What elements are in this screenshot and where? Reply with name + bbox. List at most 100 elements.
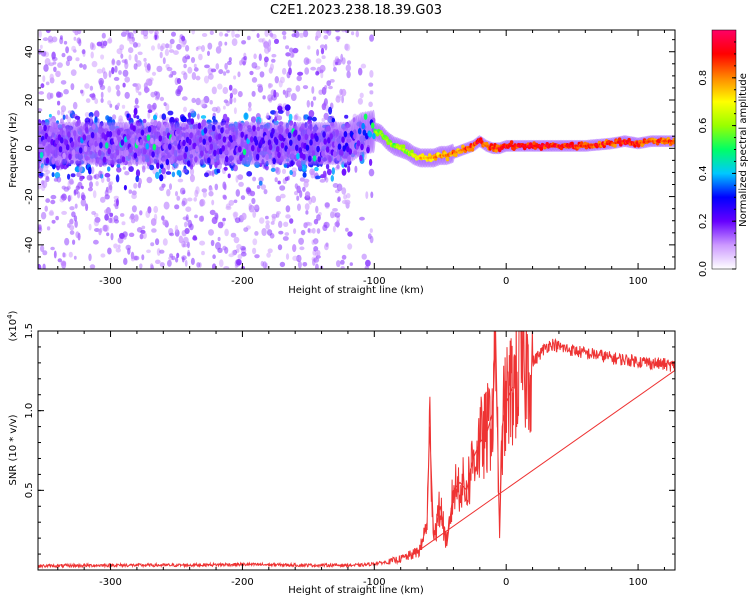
spectrogram-cell <box>90 51 94 59</box>
spectrogram-cell <box>204 172 209 178</box>
snr-scale-open: (x10 <box>8 319 19 342</box>
spectrogram-cell <box>45 30 51 34</box>
y-tick-label: 0.5 <box>24 482 35 498</box>
spectrogram-cell <box>304 203 310 211</box>
spectrogram-cell <box>91 211 96 215</box>
spectrogram-cell <box>275 195 282 202</box>
spectrogram-cell <box>161 167 166 175</box>
spectrogram-cell <box>252 125 256 132</box>
spectrogram-cell <box>132 42 138 48</box>
spectrogram-cell <box>74 203 78 209</box>
x-tick-label: -300 <box>99 577 122 588</box>
spectrogram-cell <box>189 163 194 170</box>
snr-x-ticks: -300 -200 -100 0 100 <box>57 331 665 588</box>
spectrogram-cell <box>145 143 149 150</box>
spectrogram-cell <box>205 144 210 151</box>
spectrogram-cell <box>280 142 285 149</box>
spectrogram-cell <box>288 67 292 76</box>
spectrogram-cell <box>89 181 93 189</box>
spectrogram-cell <box>143 148 147 155</box>
spectrogram-cell <box>169 183 172 191</box>
spectrogram-cell <box>68 153 72 160</box>
spectrogram-cell <box>96 137 101 144</box>
snr-y-ticks: 0.5 1.0 1.5 <box>24 323 675 555</box>
spectrogram-cell <box>237 254 243 260</box>
spectrogram-cell <box>149 164 155 171</box>
spectrogram-cell <box>323 138 328 145</box>
spectrogram-cell <box>195 46 199 52</box>
spectrogram-cell <box>65 46 69 54</box>
spectrogram-cell <box>262 261 267 269</box>
spectrogram-cell <box>94 228 100 232</box>
spectrogram-cell <box>211 86 217 95</box>
spectrogram-cell <box>319 179 326 183</box>
spectrogram-cell <box>133 152 138 159</box>
figure-title: C2E1.2023.238.18.39.G03 <box>270 3 442 18</box>
spectrogram-cell <box>279 185 286 191</box>
spectrogram-cell <box>71 149 76 156</box>
spectrogram-cell <box>117 244 121 249</box>
spectrogram-cell <box>79 176 84 182</box>
spectrogram-cell <box>322 224 328 231</box>
spectrogram-cell <box>95 181 99 187</box>
spectrogram-cell <box>341 95 344 104</box>
spectrogram-cell <box>70 83 75 91</box>
spectrogram-cell <box>107 100 112 106</box>
spectrogram-cell <box>341 187 347 195</box>
spectrogram-cell <box>128 146 133 154</box>
spectrogram-cell <box>65 144 70 151</box>
spectrogram-cell <box>320 47 325 55</box>
spectrogram-cell <box>187 249 191 256</box>
snr-panel: -300 -200 -100 0 100 0.5 1.0 1.5 Height of str… <box>6 310 676 596</box>
spectrogram-cell <box>140 129 145 136</box>
spectrogram-cell <box>181 200 186 207</box>
spectrogram-cell <box>135 83 142 91</box>
spectrogram-cell <box>45 157 50 164</box>
spectrogram-cell <box>177 178 184 183</box>
spectrogram-cell <box>302 172 307 178</box>
spectrogram-cell <box>46 226 51 231</box>
spectrogram-cell <box>302 262 308 267</box>
spectrogram-cell <box>343 131 348 138</box>
spectrogram-cell <box>368 131 373 138</box>
colorbar-tick-label: 0.2 <box>698 213 709 229</box>
spectrogram-cell <box>63 89 69 95</box>
spectrogram-cell <box>257 83 263 88</box>
spectrogram-x-ticks: -300 -200 -100 0 100 <box>57 30 665 287</box>
spectrogram-cell <box>283 131 287 138</box>
spectrogram-cell <box>265 165 269 171</box>
spectrogram-cell <box>261 228 267 236</box>
spectrogram-cell <box>222 86 229 95</box>
spectrogram-cell <box>168 74 173 78</box>
spectrogram-cell <box>271 58 276 63</box>
spectrogram-cell <box>153 205 159 214</box>
spectrogram-cell <box>229 96 233 105</box>
spectrogram-cell <box>341 57 346 65</box>
spectrogram-cell <box>53 66 57 73</box>
spectrogram-cell <box>161 215 165 221</box>
spectrogram-cell <box>332 208 338 212</box>
spectrogram-cell <box>159 249 165 254</box>
spectrogram-cell <box>285 45 290 50</box>
y-tick-label: 40 <box>24 45 35 58</box>
spectrogram-cell <box>259 71 265 78</box>
spectrogram-cell <box>315 255 321 259</box>
spectrogram-cell <box>134 54 138 62</box>
spectrogram-cell <box>247 35 251 41</box>
spectrogram-cell <box>88 166 92 175</box>
spectrogram-cell <box>227 141 231 148</box>
spectrogram-cell <box>115 149 120 156</box>
spectrogram-cell <box>60 260 67 266</box>
spectrogram-cell <box>100 98 104 103</box>
spectrogram-cell <box>215 63 220 70</box>
spectrogram-cell <box>189 167 195 176</box>
spectrogram-cell <box>292 47 299 54</box>
spectrogram-cell <box>121 156 126 163</box>
spectrogram-cell <box>241 40 247 45</box>
spectrogram-cell <box>365 259 371 267</box>
spectrogram-cell <box>307 228 311 233</box>
spectrogram-cell <box>106 232 110 237</box>
spectrogram-cell <box>223 183 227 191</box>
spectrogram-cell <box>156 162 160 169</box>
